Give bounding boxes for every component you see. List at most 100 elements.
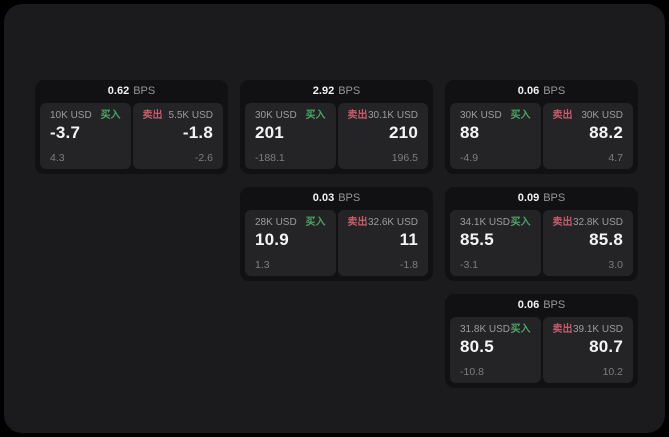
sell-label: 卖出 <box>552 217 573 228</box>
buy-panel[interactable]: 31.8K USD 买入 80.5 -10.8 <box>450 317 541 383</box>
sell-delta: 3.0 <box>608 258 623 271</box>
sell-panel[interactable]: 卖出 32.8K USD 85.8 3.0 <box>542 210 633 276</box>
bps-value: 2.92 <box>312 85 335 97</box>
buy-panel[interactable]: 30K USD 买入 88 -4.9 <box>450 103 541 169</box>
sell-price: 85.8 <box>589 230 623 249</box>
buy-amount: 28K USD <box>255 217 297 228</box>
sell-price: -1.8 <box>182 123 213 142</box>
buy-label: 买入 <box>510 324 531 335</box>
buy-delta: -3.1 <box>460 258 479 271</box>
bps-unit: BPS <box>338 192 361 204</box>
bps-unit: BPS <box>543 85 566 97</box>
sell-delta: -2.6 <box>194 151 213 164</box>
quote-card: 0.09 BPS 34.1K USD 买入 85.5 -3.1 卖出 32.8K… <box>445 187 638 281</box>
sell-amount: 5.5K USD <box>168 110 213 121</box>
buy-price: 201 <box>255 123 284 142</box>
sell-panel-top: 卖出 39.1K USD <box>553 325 624 335</box>
sell-panel[interactable]: 卖出 39.1K USD 80.7 10.2 <box>542 317 633 383</box>
buy-panel[interactable]: 28K USD 买入 10.9 1.3 <box>245 210 336 276</box>
buy-label: 买入 <box>100 110 121 121</box>
bps-value: 0.03 <box>312 192 335 204</box>
sell-delta: -1.8 <box>399 258 418 271</box>
quote-panels: 30K USD 买入 201 -188.1 卖出 30.1K USD 210 1… <box>240 103 433 174</box>
buy-amount: 34.1K USD <box>460 217 511 228</box>
buy-delta: 4.3 <box>50 151 65 164</box>
quote-card: 0.62 BPS 10K USD 买入 -3.7 4.3 卖出 5.5K USD… <box>35 80 228 174</box>
buy-panel[interactable]: 10K USD 买入 -3.7 4.3 <box>40 103 131 169</box>
bps-unit: BPS <box>133 85 156 97</box>
buy-panel[interactable]: 34.1K USD 买入 85.5 -3.1 <box>450 210 541 276</box>
buy-price: -3.7 <box>50 123 81 142</box>
buy-amount: 31.8K USD <box>460 324 511 335</box>
bps-value: 0.09 <box>517 192 540 204</box>
buy-amount: 30K USD <box>255 110 297 121</box>
quote-card: 0.03 BPS 28K USD 买入 10.9 1.3 卖出 32.6K US… <box>240 187 433 281</box>
sell-amount: 32.6K USD <box>367 217 418 228</box>
buy-panel-top: 30K USD 买入 <box>255 111 326 121</box>
bps-value: 0.62 <box>107 85 130 97</box>
card-header: 0.06 BPS <box>445 294 638 317</box>
quote-panels: 31.8K USD 买入 80.5 -10.8 卖出 39.1K USD 80.… <box>445 317 638 388</box>
sell-delta: 10.2 <box>602 365 623 378</box>
buy-panel-top: 30K USD 买入 <box>460 111 531 121</box>
sell-label: 卖出 <box>347 217 368 228</box>
buy-label: 买入 <box>510 217 531 228</box>
buy-price: 85.5 <box>460 230 494 249</box>
sell-panel-top: 卖出 32.6K USD <box>348 218 419 228</box>
bps-value: 0.06 <box>517 85 540 97</box>
buy-price: 80.5 <box>460 337 494 356</box>
buy-panel[interactable]: 30K USD 买入 201 -188.1 <box>245 103 336 169</box>
sell-panel[interactable]: 卖出 30.1K USD 210 196.5 <box>337 103 428 169</box>
buy-amount: 10K USD <box>50 110 92 121</box>
bps-value: 0.06 <box>517 299 540 311</box>
sell-panel-top: 卖出 32.8K USD <box>553 218 624 228</box>
card-header: 0.62 BPS <box>35 80 228 103</box>
sell-delta: 196.5 <box>391 151 418 164</box>
sell-label: 卖出 <box>552 110 573 121</box>
sell-delta: 4.7 <box>608 151 623 164</box>
sell-price: 80.7 <box>589 337 623 356</box>
card-header: 0.09 BPS <box>445 187 638 210</box>
bps-unit: BPS <box>543 192 566 204</box>
sell-price: 11 <box>399 230 418 249</box>
sell-amount: 32.8K USD <box>572 217 623 228</box>
sell-panel[interactable]: 卖出 5.5K USD -1.8 -2.6 <box>132 103 223 169</box>
quote-panels: 34.1K USD 买入 85.5 -3.1 卖出 32.8K USD 85.8… <box>445 210 638 281</box>
buy-delta: -188.1 <box>255 151 285 164</box>
buy-delta: -4.9 <box>460 151 479 164</box>
buy-label: 买入 <box>305 110 326 121</box>
buy-label: 买入 <box>510 110 531 121</box>
quote-panels: 10K USD 买入 -3.7 4.3 卖出 5.5K USD -1.8 -2.… <box>35 103 228 174</box>
card-header: 0.03 BPS <box>240 187 433 210</box>
sell-panel[interactable]: 卖出 32.6K USD 11 -1.8 <box>337 210 428 276</box>
sell-panel-top: 卖出 5.5K USD <box>143 111 214 121</box>
sell-label: 卖出 <box>142 110 163 121</box>
bps-unit: BPS <box>543 299 566 311</box>
sell-amount: 39.1K USD <box>572 324 623 335</box>
sell-panel[interactable]: 卖出 30K USD 88.2 4.7 <box>542 103 633 169</box>
sell-label: 卖出 <box>347 110 368 121</box>
buy-panel-top: 34.1K USD 买入 <box>460 218 531 228</box>
buy-delta: -10.8 <box>460 365 484 378</box>
quote-card: 2.92 BPS 30K USD 买入 201 -188.1 卖出 30.1K … <box>240 80 433 174</box>
buy-delta: 1.3 <box>255 258 270 271</box>
buy-label: 买入 <box>305 217 326 228</box>
sell-price: 88.2 <box>589 123 623 142</box>
sell-amount: 30K USD <box>581 110 623 121</box>
buy-amount: 30K USD <box>460 110 502 121</box>
sell-label: 卖出 <box>552 324 573 335</box>
sell-panel-top: 卖出 30.1K USD <box>348 111 419 121</box>
sell-price: 210 <box>389 123 418 142</box>
app-window: 0.62 BPS 10K USD 买入 -3.7 4.3 卖出 5.5K USD… <box>4 4 665 433</box>
card-header: 2.92 BPS <box>240 80 433 103</box>
buy-panel-top: 10K USD 买入 <box>50 111 121 121</box>
quote-card: 0.06 BPS 30K USD 买入 88 -4.9 卖出 30K USD 8… <box>445 80 638 174</box>
quote-panels: 30K USD 买入 88 -4.9 卖出 30K USD 88.2 4.7 <box>445 103 638 174</box>
buy-panel-top: 28K USD 买入 <box>255 218 326 228</box>
sell-amount: 30.1K USD <box>367 110 418 121</box>
quote-grid: 0.62 BPS 10K USD 买入 -3.7 4.3 卖出 5.5K USD… <box>35 80 638 388</box>
sell-panel-top: 卖出 30K USD <box>553 111 624 121</box>
bps-unit: BPS <box>338 85 361 97</box>
buy-price: 88 <box>460 123 480 142</box>
buy-price: 10.9 <box>255 230 289 249</box>
